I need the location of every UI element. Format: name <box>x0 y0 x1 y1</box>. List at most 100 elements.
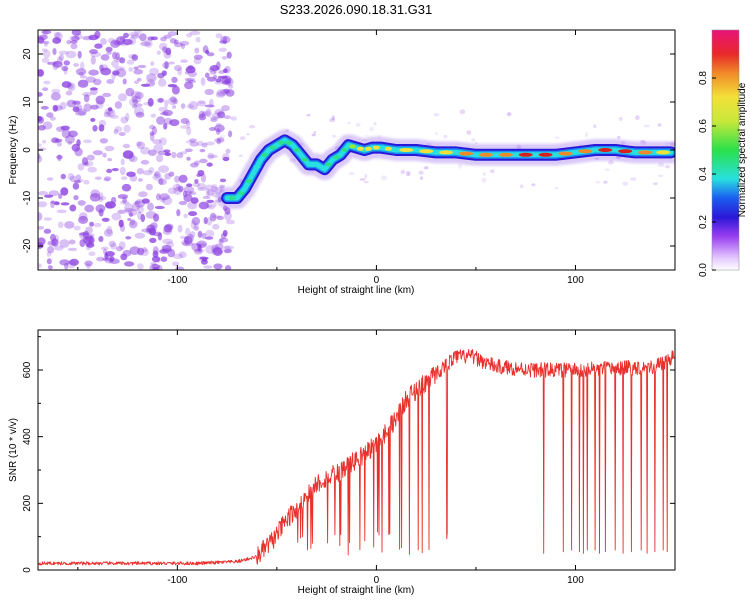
y-tick-label: 20 <box>22 48 33 60</box>
noise-blob <box>69 258 79 266</box>
noise-blob <box>193 57 202 65</box>
noise-blob <box>152 267 159 270</box>
noise-blob <box>206 199 215 203</box>
noise-blob <box>198 201 209 210</box>
noise-blob <box>207 205 215 210</box>
noise-speckle <box>331 115 335 121</box>
noise-blob <box>121 183 132 192</box>
noise-speckle <box>230 116 237 121</box>
noise-blob <box>153 144 164 153</box>
noise-blob <box>167 84 178 88</box>
noise-blob <box>168 171 175 177</box>
ridge-core-point <box>518 152 533 157</box>
noise-blob <box>180 59 188 63</box>
noise-blob <box>73 179 81 184</box>
ridge-core-point <box>309 162 317 167</box>
noise-blob <box>163 122 168 130</box>
noise-blob <box>130 218 136 226</box>
noise-blob <box>111 212 122 221</box>
noise-blob <box>59 239 70 248</box>
noise-blob <box>93 222 102 228</box>
noise-blob <box>173 187 183 195</box>
noise-blob <box>127 218 132 221</box>
noise-blob <box>197 100 206 104</box>
noise-blob <box>172 85 180 95</box>
ridge-core-point <box>538 152 553 157</box>
noise-blob <box>70 43 78 50</box>
noise-blob <box>186 156 191 161</box>
ridge-core-point <box>439 150 454 155</box>
noise-blob <box>38 36 45 44</box>
noise-blob <box>201 232 207 239</box>
noise-blob <box>228 130 233 138</box>
noise-blob <box>38 92 43 97</box>
noise-blob <box>122 249 132 257</box>
noise-blob <box>41 30 52 35</box>
noise-blob <box>47 62 52 65</box>
ridge-core-point <box>228 196 236 200</box>
noise-blob <box>98 236 104 242</box>
noise-blob <box>215 128 221 135</box>
noise-blob <box>71 143 81 152</box>
ridge-core-point <box>245 179 253 184</box>
noise-blob <box>56 154 63 160</box>
y-tick-label: 0 <box>22 147 33 153</box>
noise-blob <box>224 245 235 250</box>
noise-blob <box>123 32 129 39</box>
noise-blob <box>61 65 69 72</box>
spectrogram-x-axis-title: Height of straight line (km) <box>298 285 415 296</box>
noise-blob <box>67 141 73 145</box>
noise-speckle <box>483 172 486 176</box>
noise-blob <box>90 104 99 110</box>
noise-blob <box>102 152 107 158</box>
noise-blob <box>67 83 74 90</box>
noise-blob <box>111 72 116 81</box>
noise-blob <box>186 33 193 38</box>
noise-blob <box>47 246 55 254</box>
noise-blob <box>193 225 200 232</box>
noise-blob <box>129 98 135 106</box>
noise-blob <box>148 149 157 156</box>
ridge-core-point <box>364 146 372 151</box>
noise-blob <box>109 258 120 265</box>
noise-blob <box>185 65 196 74</box>
noise-blob <box>221 105 230 112</box>
noise-blob <box>145 211 157 219</box>
noise-blob <box>120 176 128 181</box>
noise-blob <box>213 263 223 270</box>
noise-blob <box>122 78 127 85</box>
noise-speckle <box>443 134 448 139</box>
noise-speckle <box>635 115 640 121</box>
spectrogram-plot-area <box>38 30 675 270</box>
noise-speckle <box>466 130 472 135</box>
noise-blob <box>209 212 217 222</box>
noise-blob <box>83 103 92 112</box>
noise-blob <box>217 75 228 79</box>
noise-blob <box>199 158 208 164</box>
noise-blob <box>159 193 170 201</box>
noise-blob <box>46 258 52 265</box>
noise-blob <box>111 168 119 172</box>
noise-blob <box>118 132 126 136</box>
noise-speckle <box>459 109 466 115</box>
noise-blob <box>180 125 191 129</box>
noise-blob <box>160 36 167 42</box>
noise-blob <box>46 177 54 181</box>
noise-blob <box>93 78 102 86</box>
noise-blob <box>205 229 215 238</box>
noise-blob <box>133 80 140 85</box>
noise-blob <box>160 111 169 116</box>
noise-blob <box>78 71 84 76</box>
ridge-core-point <box>638 150 653 155</box>
noise-speckle <box>595 180 601 184</box>
noise-speckle <box>246 133 250 136</box>
noise-blob <box>140 213 146 223</box>
noise-speckle <box>426 165 429 170</box>
colorbar-title: Normalized spectral amplitude <box>737 82 748 217</box>
noise-blob <box>171 261 180 267</box>
noise-blob <box>83 94 90 103</box>
noise-speckle <box>657 123 662 127</box>
noise-blob <box>67 173 75 181</box>
noise-blob <box>147 224 155 234</box>
noise-blob <box>66 99 77 108</box>
